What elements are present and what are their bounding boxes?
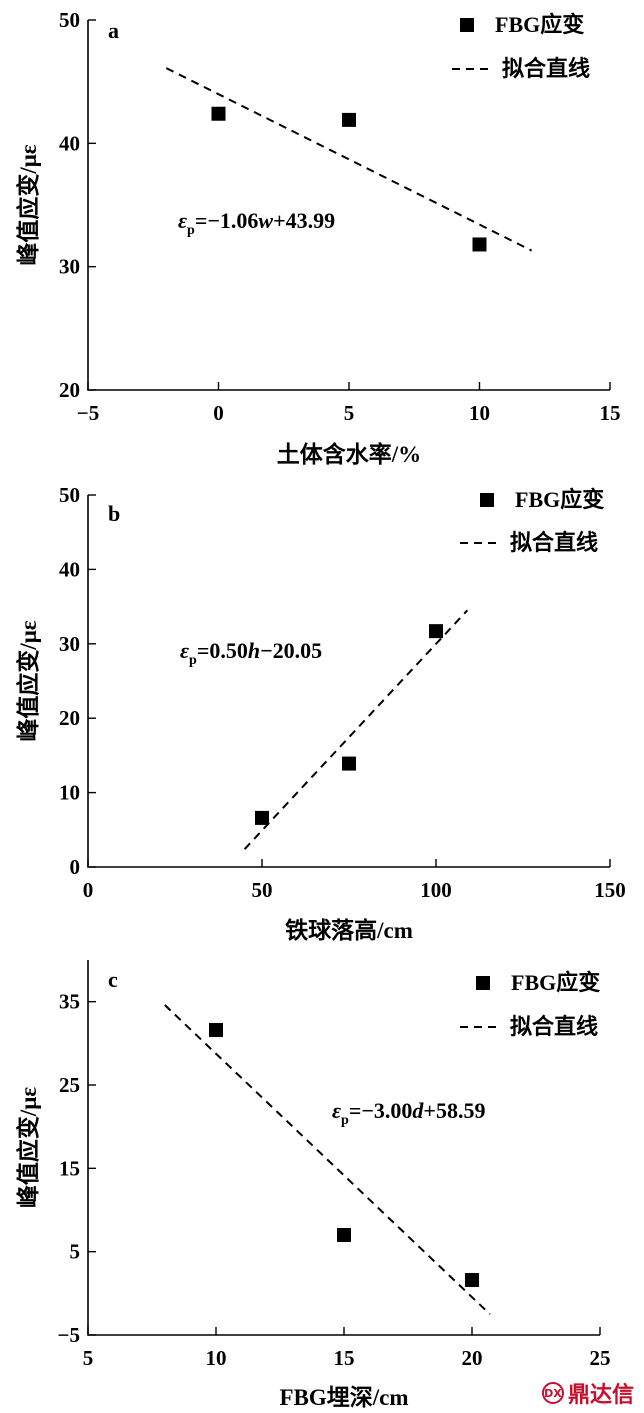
fit-equation: εp=−3.00d+58.59 — [332, 1098, 485, 1128]
chart-panel-a: −5 0 5 10 15 20 30 40 50 土体含水率/% 峰值应变/με a FBG应变拟合直线… — [15, 8, 621, 467]
fit-line — [165, 67, 533, 252]
x-tick-label: 50 — [252, 878, 273, 902]
fit-line — [243, 609, 469, 850]
x-tick-label: 5 — [344, 401, 355, 425]
y-tick-label: 50 — [59, 8, 80, 32]
legend-label-line: 拟合直线 — [502, 56, 590, 81]
x-tick-label: 0 — [213, 401, 224, 425]
y-tick-label: −5 — [58, 1323, 80, 1347]
panel-label: c — [108, 967, 118, 992]
y-axis-label: 峰值应变/με — [15, 620, 41, 741]
data-point — [472, 237, 487, 252]
legend-marker — [480, 493, 494, 507]
x-tick-label: 25 — [590, 1346, 611, 1370]
data-point — [342, 756, 356, 771]
legend-label-points: FBG应变 — [511, 970, 600, 995]
fit-equation: εp=−1.06w+43.99 — [178, 208, 335, 238]
fit-line — [164, 1004, 491, 1315]
y-tick-label: 15 — [59, 1156, 80, 1180]
data-point — [209, 1023, 223, 1037]
data-point — [429, 624, 443, 639]
data-point — [255, 810, 269, 825]
y-axis-label: 峰值应变/με — [15, 1087, 41, 1208]
watermark-logo-icon: DX — [541, 1382, 564, 1404]
x-tick-label: −5 — [77, 401, 99, 425]
panel-label: b — [108, 501, 120, 526]
x-tick-label: 15 — [600, 401, 621, 425]
y-tick-label: 20 — [59, 378, 80, 402]
x-tick-label: 5 — [83, 1346, 94, 1370]
legend-label-points: FBG应变 — [515, 487, 604, 512]
x-axis-label: 土体含水率/% — [277, 441, 421, 467]
x-tick-label: 150 — [594, 878, 626, 902]
chart-panel-b: 0 50 100 150 0 10 20 30 40 50 铁球落高/cm 峰值应变/με b FBG应变… — [15, 483, 626, 943]
y-tick-label: 30 — [59, 255, 80, 279]
y-axis-label: 峰值应变/με — [15, 144, 41, 265]
x-tick-label: 10 — [206, 1346, 227, 1370]
data-point — [465, 1273, 479, 1287]
y-tick-label: 40 — [59, 131, 80, 155]
data-point — [211, 106, 226, 121]
legend-marker — [476, 976, 490, 990]
watermark-text: 鼎达信 — [567, 1383, 634, 1408]
y-tick-label: 0 — [70, 855, 81, 879]
x-tick-label: 10 — [469, 401, 490, 425]
y-tick-label: 35 — [59, 990, 80, 1014]
y-tick-label: 10 — [59, 781, 80, 805]
legend-marker — [460, 18, 474, 32]
x-tick-label: 100 — [420, 878, 452, 902]
legend-label-points: FBG应变 — [495, 12, 584, 37]
y-tick-label: 20 — [59, 706, 80, 730]
fit-equation: εp=0.50h−20.05 — [180, 638, 322, 668]
y-tick-label: 5 — [70, 1240, 81, 1264]
x-axis-label: FBG埋深/cm — [279, 1385, 408, 1410]
x-tick-label: 0 — [83, 878, 94, 902]
y-tick-label: 30 — [59, 632, 80, 656]
data-point — [342, 112, 356, 127]
legend-label-line: 拟合直线 — [510, 530, 598, 555]
data-point — [337, 1228, 351, 1242]
x-axis-label: 铁球落高/cm — [285, 917, 413, 943]
x-tick-label: 15 — [334, 1346, 355, 1370]
panel-label: a — [108, 18, 119, 43]
y-tick-label: 40 — [59, 557, 80, 581]
watermark: DX 鼎达信 — [541, 1377, 634, 1409]
y-tick-label: 25 — [59, 1073, 80, 1097]
x-tick-label: 20 — [462, 1346, 483, 1370]
y-tick-label: 50 — [59, 483, 80, 507]
legend-label-line: 拟合直线 — [510, 1014, 598, 1039]
